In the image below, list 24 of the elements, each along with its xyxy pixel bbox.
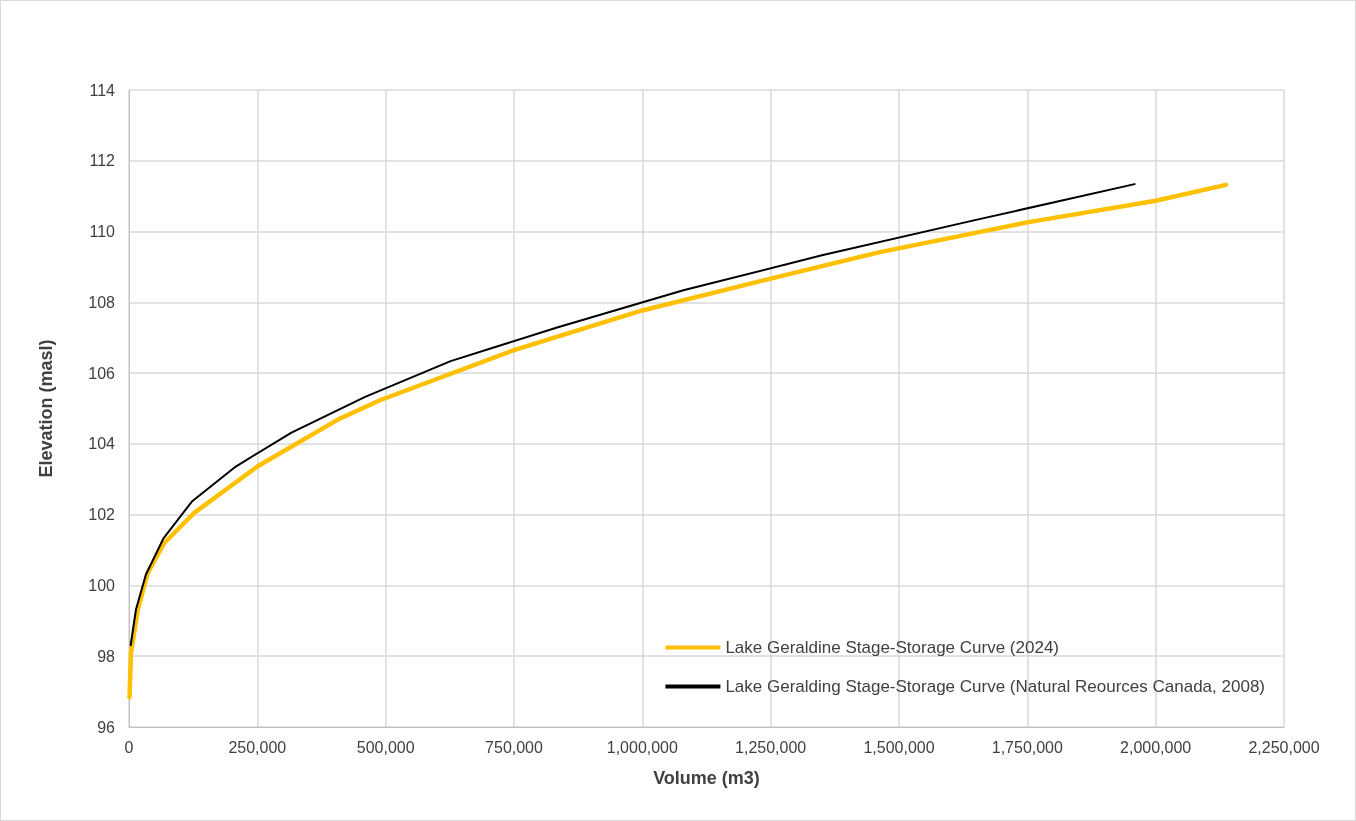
y-axis-title: Elevation (masl)	[36, 339, 56, 478]
y-tick-label: 106	[88, 364, 116, 382]
y-tick-label: 112	[89, 152, 116, 170]
y-tick-label: 114	[89, 81, 116, 99]
x-tick-label: 1,750,000	[991, 738, 1064, 756]
x-tick-label: 0	[124, 738, 134, 756]
x-tick-label: 2,250,000	[1248, 738, 1320, 756]
legend-label: Lake Geraldine Stage-Storage Curve (2024)	[725, 638, 1060, 657]
x-tick-label: 250,000	[228, 738, 287, 756]
x-tick-label: 750,000	[485, 738, 544, 756]
y-tick-label: 102	[88, 506, 116, 524]
y-tick-label: 100	[88, 576, 116, 594]
y-tick-label: 110	[89, 223, 116, 241]
x-tick-label: 1,500,000	[863, 738, 935, 756]
y-tick-label: 98	[97, 647, 116, 665]
y-tick-label: 96	[97, 718, 116, 736]
x-tick-label: 1,000,000	[606, 738, 679, 756]
x-tick-label: 2,000,000	[1120, 738, 1192, 756]
x-axis-title: Volume (m3)	[653, 768, 760, 788]
x-tick-label: 1,250,000	[735, 738, 807, 756]
legend-label: Lake Geralding Stage-Storage Curve (Natural Reources Canada, 2008)	[725, 677, 1266, 696]
y-tick-label: 108	[88, 293, 116, 311]
x-tick-label: 500,000	[356, 738, 415, 756]
y-tick-label: 104	[88, 435, 116, 453]
